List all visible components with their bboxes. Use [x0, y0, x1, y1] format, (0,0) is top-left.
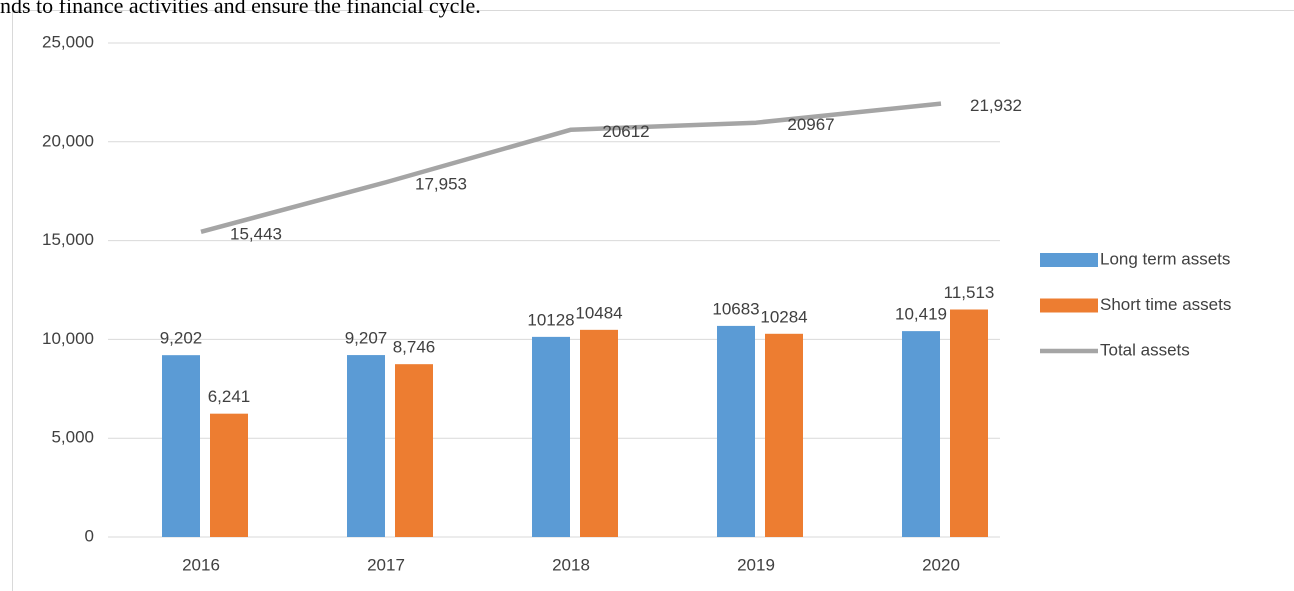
- line: [200, 101, 942, 235]
- legend-swatch: [1040, 253, 1098, 267]
- x-tick-label: 2018: [552, 555, 590, 574]
- data-label: 17,953: [415, 175, 467, 194]
- bar: [580, 329, 618, 537]
- data-label: 10683: [712, 299, 759, 318]
- bar: [902, 331, 940, 537]
- legend-label: Long term assets: [1100, 249, 1230, 268]
- bar: [210, 413, 248, 537]
- x-tick-label: 2016: [182, 555, 220, 574]
- data-label: 20612: [602, 122, 649, 141]
- y-tick-label: 20,000: [42, 131, 94, 150]
- x-tick-label: 2019: [737, 555, 775, 574]
- x-tick-label: 2017: [367, 555, 405, 574]
- x-tick-label: 2020: [922, 555, 960, 574]
- data-label: 15,443: [230, 224, 282, 243]
- bar: [950, 309, 988, 537]
- data-label: 10284: [760, 307, 807, 326]
- data-label: 10484: [575, 303, 622, 322]
- bar: [765, 333, 803, 537]
- legend-label: Total assets: [1100, 340, 1190, 359]
- bar: [162, 355, 200, 537]
- data-label: 6,241: [208, 387, 251, 406]
- data-label: 10,419: [895, 305, 947, 324]
- data-label: 21,932: [970, 96, 1022, 115]
- y-tick-label: 10,000: [42, 329, 94, 348]
- data-label: 20967: [787, 115, 834, 134]
- bar: [717, 325, 755, 537]
- y-tick-label: 0: [85, 526, 94, 545]
- legend-label: Short time assets: [1100, 295, 1231, 314]
- data-label: 8,746: [393, 338, 436, 357]
- data-label: 10128: [527, 310, 574, 329]
- bar: [395, 364, 433, 537]
- data-label: 9,207: [345, 329, 388, 348]
- data-label: 9,202: [160, 329, 203, 348]
- bar: [532, 336, 570, 537]
- bar: [347, 355, 385, 537]
- y-tick-label: 25,000: [42, 32, 94, 51]
- page-strip: [0, 0, 1294, 10]
- legend-swatch: [1040, 298, 1098, 313]
- y-tick-label: 15,000: [42, 230, 94, 249]
- data-label: 11,513: [944, 283, 995, 302]
- document-text: nds to finance activities and ensure the…: [0, 0, 481, 18]
- y-tick-label: 5,000: [51, 428, 94, 447]
